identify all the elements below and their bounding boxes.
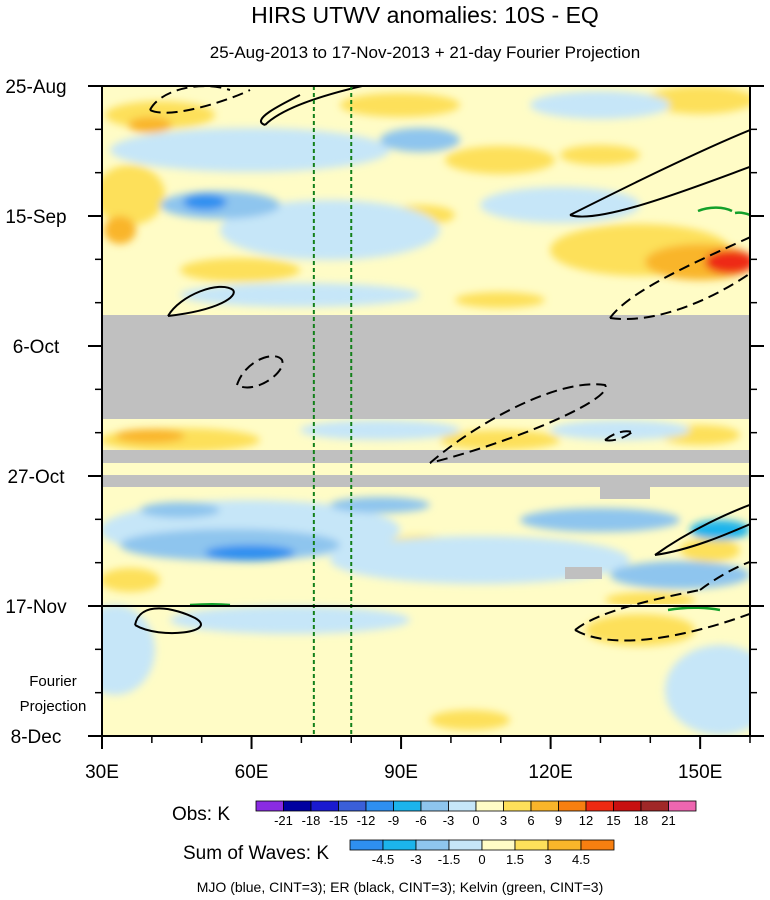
- colorbar-swatch: [613, 800, 642, 812]
- colorbar-swatch: [481, 839, 516, 851]
- colorbar-level-label: 0: [478, 852, 485, 867]
- y-tick-label: 6-Oct: [13, 337, 60, 358]
- colorbar-swatch: [338, 800, 367, 812]
- colorbar-swatch: [580, 839, 615, 851]
- colorbar-level-label: 0: [472, 813, 479, 828]
- colorbar-level-label: 21: [661, 813, 675, 828]
- colorbar-level-label: -18: [302, 813, 321, 828]
- colorbar-swatch: [668, 800, 697, 812]
- colorbar-swatch: [475, 800, 504, 812]
- colorbar-level-label: 12: [579, 813, 593, 828]
- chart-subtitle: 25-Aug-2013 to 17-Nov-2013 + 21-day Four…: [210, 43, 640, 62]
- x-tick-label: 90E: [384, 762, 418, 783]
- projection-label-line-1: Fourier: [29, 673, 77, 690]
- colorbar-swatch: [640, 800, 669, 812]
- er-wave-contours: [134, 86, 750, 642]
- colorbar-swatch: [585, 800, 614, 812]
- y-tick-label: 25-Aug: [5, 77, 66, 98]
- colorbar-level-label: -12: [357, 813, 376, 828]
- colorbar-swatch: [415, 839, 450, 851]
- colorbar-swatch: [558, 800, 587, 812]
- y-axis: 25-Aug 15-Sep 6-Oct 27-Oct 17-Nov 8-Dec: [5, 77, 764, 748]
- kelvin-wave-contours: [189, 206, 750, 612]
- chart-title: HIRS UTWV anomalies: 10S - EQ: [251, 2, 599, 28]
- colorbar-level-label: 3: [544, 852, 551, 867]
- colorbar-level-label: -15: [329, 813, 348, 828]
- obs-colorbar: Obs: K -21 -18 -15 -12 -9 -6 -3 0 3 6 9 12 15 18 21: [172, 800, 697, 828]
- colorbar-level-label: -3: [410, 852, 422, 867]
- colorbar-swatch: [514, 839, 549, 851]
- contour-footnote: MJO (blue, CINT=3); ER (black, CINT=3); …: [197, 879, 604, 895]
- colorbar-swatch: [448, 839, 483, 851]
- x-tick-label: 30E: [85, 762, 119, 783]
- colorbar-swatch: [365, 800, 394, 812]
- colorbar-swatch: [503, 800, 532, 812]
- y-tick-label: 17-Nov: [5, 597, 67, 618]
- colorbar-swatch: [255, 800, 284, 812]
- waves-colorbar-label: Sum of Waves: K: [183, 843, 329, 864]
- x-tick-label: 120E: [528, 762, 572, 783]
- colorbar-swatch: [547, 839, 582, 851]
- colorbar-level-label: 9: [555, 813, 562, 828]
- colorbar-level-label: 15: [606, 813, 620, 828]
- colorbar-swatch: [349, 839, 384, 851]
- colorbar-level-label: 1.5: [506, 852, 524, 867]
- colorbar-level-label: -21: [274, 813, 293, 828]
- colorbar-level-label: 18: [634, 813, 648, 828]
- colorbar-swatch: [530, 800, 559, 812]
- waves-colorbar: Sum of Waves: K -4.5 -3 -1.5 0 1.5 3 4.5: [183, 839, 615, 867]
- colorbar-level-label: -3: [443, 813, 455, 828]
- colorbar-swatch: [310, 800, 339, 812]
- x-axis: 30E 60E 90E 120E 150E: [85, 736, 751, 783]
- colorbar-level-label: -9: [388, 813, 400, 828]
- y-tick-label: 27-Oct: [7, 467, 65, 488]
- colorbar-level-label: -4.5: [372, 852, 394, 867]
- colorbar-swatch: [283, 800, 312, 812]
- plot-area: [101, 85, 751, 737]
- colorbar-swatch: [448, 800, 477, 812]
- colorbar-level-label: 3: [500, 813, 507, 828]
- x-tick-label: 150E: [678, 762, 722, 783]
- colorbar-level-label: -6: [415, 813, 427, 828]
- obs-colorbar-label: Obs: K: [172, 804, 230, 825]
- colorbar-level-label: -1.5: [438, 852, 460, 867]
- fourier-projection-field: [102, 604, 750, 736]
- y-tick-label: 8-Dec: [11, 727, 62, 748]
- projection-label-line-2: Projection: [20, 698, 87, 715]
- reference-longitude-lines: [312, 86, 353, 736]
- plot-frame: [101, 85, 751, 737]
- colorbar-level-label: 6: [527, 813, 534, 828]
- colorbar-swatch: [393, 800, 422, 812]
- colorbar-level-label: 4.5: [572, 852, 590, 867]
- colorbar-swatch: [420, 800, 449, 812]
- y-tick-label: 15-Sep: [5, 207, 66, 228]
- missing-data-bands: [102, 315, 750, 579]
- colorbar-swatch: [382, 839, 417, 851]
- x-tick-label: 60E: [235, 762, 269, 783]
